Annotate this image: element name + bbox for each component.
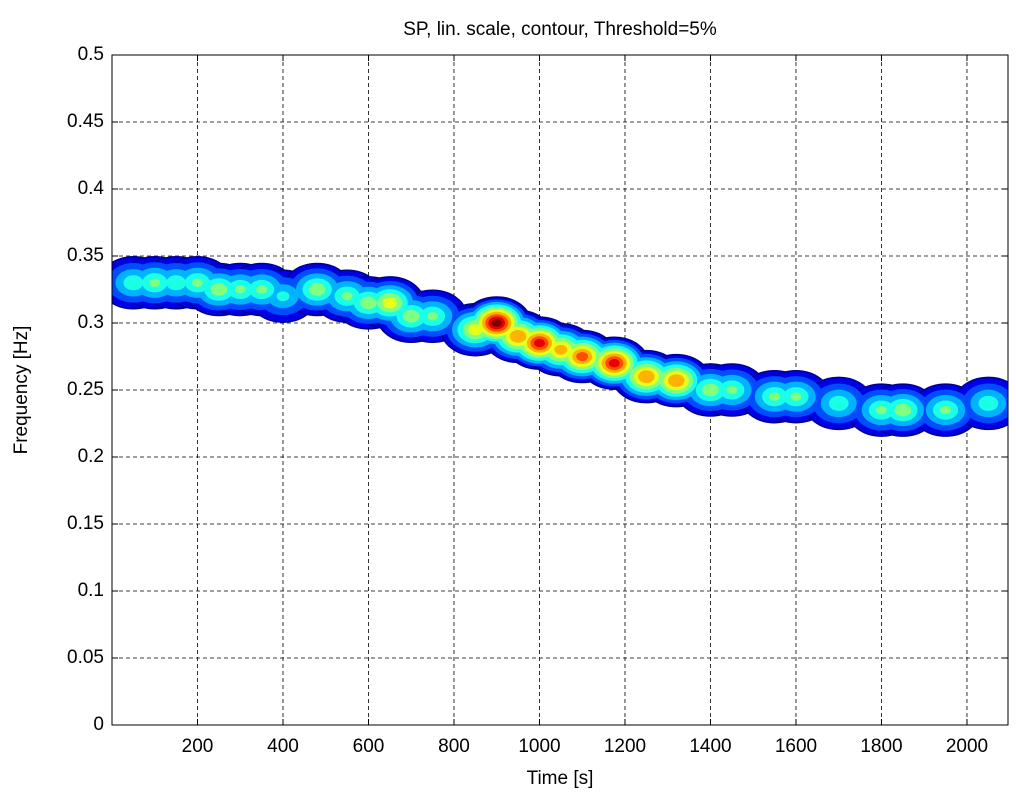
x-tick-label: 1600 <box>775 736 817 757</box>
y-tick-label: 0.25 <box>67 379 104 400</box>
contour-level <box>341 292 353 301</box>
contour-level <box>402 309 420 323</box>
contour-level <box>427 312 439 321</box>
contour-level <box>876 405 887 415</box>
contour-level <box>360 296 377 310</box>
contour-field <box>112 256 1008 437</box>
contour-level <box>491 319 502 327</box>
contour-level <box>123 275 144 291</box>
contour-level <box>509 330 527 343</box>
contour-level <box>894 403 912 417</box>
y-axis-label: Frequency [Hz] <box>11 326 32 455</box>
y-tick-label: 0.4 <box>78 178 105 199</box>
contour-level <box>978 395 999 411</box>
contour-level <box>468 324 483 336</box>
x-axis-label: Time [s] <box>527 768 594 789</box>
contour-level <box>940 405 952 415</box>
contour-level <box>149 278 161 287</box>
y-tick-label: 0.15 <box>67 513 104 534</box>
x-tick-label: 2000 <box>946 736 988 757</box>
y-tick-label: 0.45 <box>67 111 104 132</box>
y-tick-label: 0.35 <box>67 245 104 266</box>
y-tick-label: 0.05 <box>67 647 104 668</box>
x-tick-label: 400 <box>267 736 299 757</box>
contour-level <box>192 278 203 287</box>
y-tick-label: 0.2 <box>78 446 104 467</box>
contour-level <box>828 395 849 411</box>
x-tick-label: 1400 <box>689 736 731 757</box>
y-tick-label: 0.1 <box>78 580 104 601</box>
x-tick-label: 1200 <box>604 736 646 757</box>
contour-level <box>234 285 246 294</box>
x-tick-label: 1800 <box>860 736 902 757</box>
contour-level <box>382 297 398 309</box>
contour-level <box>308 283 326 296</box>
x-tick-label: 600 <box>353 736 385 757</box>
contour-level <box>790 392 802 401</box>
contour-level <box>576 351 589 362</box>
x-tick-label: 800 <box>438 736 470 757</box>
y-tick-label: 0.3 <box>78 312 104 333</box>
contour-level <box>210 283 228 296</box>
x-tick-label: 1000 <box>518 736 560 757</box>
contour-level <box>534 338 545 348</box>
y-tick-label: 0.5 <box>78 44 104 65</box>
contour-level <box>769 392 781 401</box>
contour-level <box>276 291 290 302</box>
plot-frame <box>111 54 1009 726</box>
contour-level <box>166 275 187 291</box>
contour-level <box>608 359 620 368</box>
contour-level <box>667 374 685 387</box>
chart-title: SP, lin. scale, contour, Threshold=5% <box>403 19 717 40</box>
contour-level <box>638 370 655 383</box>
contour-level <box>554 344 568 355</box>
y-tick-label: 0 <box>93 714 104 735</box>
contour-level <box>726 385 738 395</box>
x-tick-label: 200 <box>182 736 214 757</box>
contour-level <box>256 285 268 294</box>
contour-level <box>702 383 719 397</box>
